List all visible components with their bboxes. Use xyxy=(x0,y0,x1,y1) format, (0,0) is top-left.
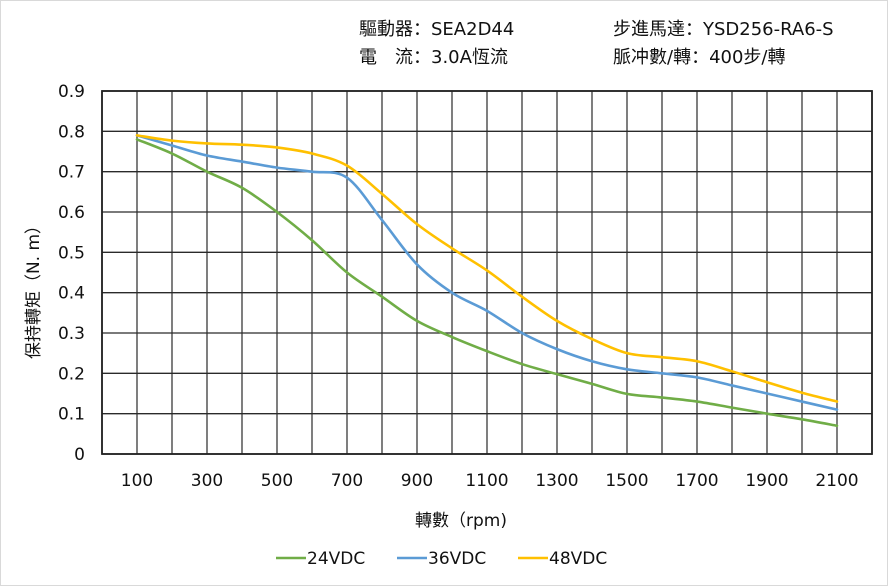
legend-label: 48VDC xyxy=(549,549,607,569)
x-tick-label: 700 xyxy=(331,471,363,491)
header-driver: 驅動器：SEA2D44 xyxy=(359,19,514,40)
x-tick-label: 100 xyxy=(121,471,153,491)
x-tick-label: 1300 xyxy=(535,471,578,491)
y-tick-label: 0.8 xyxy=(58,122,85,142)
x-tick-label: 2100 xyxy=(815,471,858,491)
y-axis-title: 保持轉矩（N. m） xyxy=(24,217,44,359)
legend-label: 36VDC xyxy=(428,549,486,569)
y-tick-label: 0.1 xyxy=(58,405,85,425)
x-tick-label: 1700 xyxy=(675,471,718,491)
legend-label: 24VDC xyxy=(307,549,365,569)
y-tick-label: 0.3 xyxy=(58,324,85,344)
x-axis-ticks: 100 300 500 700 900 1100 1300 1500 1700 1900 2100 xyxy=(121,471,859,491)
x-axis-title: 轉數（rpm) xyxy=(415,511,507,531)
y-tick-label: 0.6 xyxy=(58,203,85,223)
header-current: 電 流：3.0A恆流 xyxy=(359,47,508,68)
series-lines xyxy=(135,134,839,428)
x-tick-label: 1100 xyxy=(465,471,508,491)
y-tick-label: 0.2 xyxy=(58,364,85,384)
legend: 24VDC 36VDC 48VDC xyxy=(276,549,607,569)
y-tick-label: 0.9 xyxy=(58,82,85,102)
x-tick-label: 1500 xyxy=(605,471,648,491)
y-tick-label: 0.5 xyxy=(58,243,85,263)
header-pulses: 脈冲數/轉：400步/轉 xyxy=(613,47,786,68)
x-tick-label: 1900 xyxy=(745,471,788,491)
y-tick-label: 0.4 xyxy=(58,284,85,304)
y-tick-label: 0 xyxy=(74,445,85,465)
x-tick-label: 900 xyxy=(401,471,433,491)
x-tick-label: 300 xyxy=(191,471,223,491)
series-line-24VDC xyxy=(135,138,839,428)
series-line-36VDC xyxy=(135,134,839,411)
plot-border xyxy=(101,90,873,455)
header-motor: 步進馬達：YSD256-RA6-S xyxy=(613,19,834,40)
series-line-48VDC xyxy=(135,134,839,403)
y-tick-label: 0.7 xyxy=(58,163,85,183)
x-tick-label: 500 xyxy=(261,471,293,491)
y-axis-ticks: 0 0.1 0.2 0.3 0.4 0.5 0.6 0.7 0.8 0.9 xyxy=(58,82,85,465)
grid xyxy=(101,90,873,455)
